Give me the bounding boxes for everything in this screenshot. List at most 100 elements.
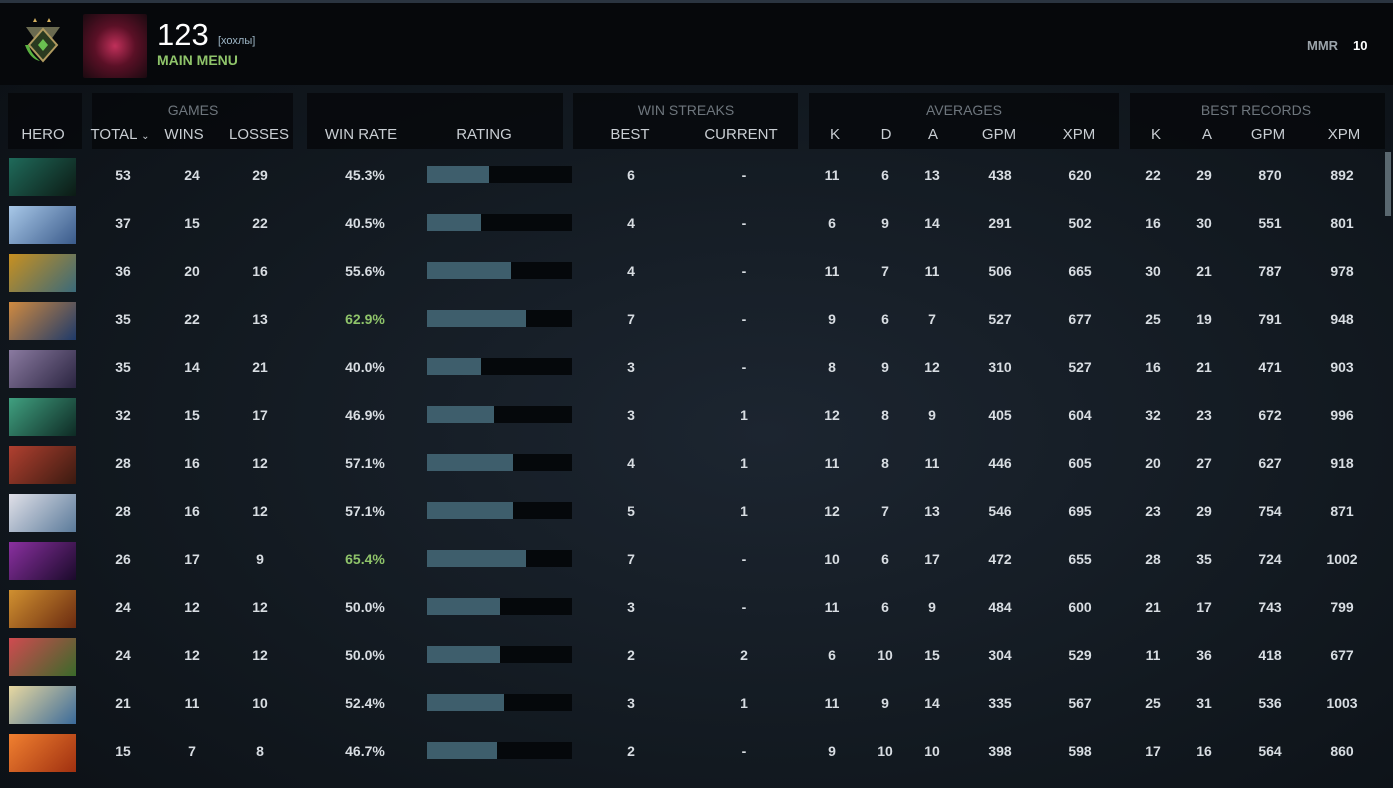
table-row[interactable]: 24 12 12 50.0% 3 - 11 6 9 484 600 21 17 743 799 (0, 584, 1380, 628)
hero-portrait-icon[interactable] (9, 542, 76, 580)
cell-current: 1 (740, 695, 748, 711)
cell-xpm: 677 (1068, 311, 1092, 327)
cell-ba: 35 (1196, 551, 1212, 567)
table-row[interactable]: 24 12 12 50.0% 2 2 6 10 15 304 529 11 36 418 677 (0, 632, 1380, 676)
col-wins[interactable]: WINS (164, 126, 204, 143)
col-avg-d[interactable]: D (880, 126, 892, 143)
col-best-streak[interactable]: BEST (610, 126, 650, 143)
table-row[interactable]: 32 15 17 46.9% 3 1 12 8 9 405 604 32 23 672 996 (0, 392, 1380, 436)
rating-bar (427, 310, 572, 327)
cell-ba: 16 (1196, 743, 1212, 759)
rating-bar (427, 262, 572, 279)
col-rating[interactable]: RATING (456, 126, 512, 143)
cell-wins: 15 (184, 215, 200, 231)
col-hero[interactable]: HERO (21, 126, 65, 143)
rating-bar-fill (427, 550, 526, 567)
rating-bar-fill (427, 454, 513, 471)
cell-a: 11 (924, 263, 940, 279)
cell-current: - (741, 743, 747, 759)
col-losses[interactable]: LOSSES (228, 126, 290, 143)
col-best-xpm[interactable]: XPM (1327, 126, 1361, 143)
col-total-label: TOTAL (90, 126, 137, 143)
cell-k: 11 (824, 599, 840, 615)
hero-portrait-icon[interactable] (9, 350, 76, 388)
scrollbar[interactable] (1385, 152, 1391, 216)
rating-bar-fill (427, 646, 500, 663)
cell-bxpm: 892 (1330, 167, 1354, 183)
cell-k: 12 (824, 503, 840, 519)
col-avg-gpm[interactable]: GPM (981, 126, 1017, 143)
cell-best: 3 (627, 359, 635, 375)
cell-bgpm: 754 (1258, 503, 1282, 519)
rating-bar-fill (427, 310, 526, 327)
table-row[interactable]: 28 16 12 57.1% 5 1 12 7 13 546 695 23 29 754 871 (0, 488, 1380, 532)
hero-portrait-icon[interactable] (9, 254, 76, 292)
col-win-rate[interactable]: WIN RATE (324, 126, 398, 143)
hero-portrait-icon[interactable] (9, 590, 76, 628)
cell-xpm: 529 (1068, 647, 1092, 663)
cell-total: 28 (115, 455, 131, 471)
hero-portrait-icon[interactable] (9, 302, 76, 340)
table-row[interactable]: 36 20 16 55.6% 4 - 11 7 11 506 665 30 21 787 978 (0, 248, 1380, 292)
hero-portrait-icon[interactable] (9, 158, 76, 196)
cell-bgpm: 724 (1258, 551, 1282, 567)
hero-portrait-icon[interactable] (9, 686, 76, 724)
table-row[interactable]: 28 16 12 57.1% 4 1 11 8 11 446 605 20 27 627 918 (0, 440, 1380, 484)
cell-bgpm: 743 (1258, 599, 1282, 615)
cell-a: 9 (928, 599, 936, 615)
col-avg-a[interactable]: A (927, 126, 939, 143)
col-avg-xpm[interactable]: XPM (1062, 126, 1096, 143)
table-row[interactable]: 21 11 10 52.4% 3 1 11 9 14 335 567 25 31 536 1003 (0, 680, 1380, 724)
cell-current: - (741, 263, 747, 279)
rating-bar-fill (427, 262, 512, 279)
table-row[interactable]: 35 14 21 40.0% 3 - 8 9 12 310 527 16 21 471 903 (0, 344, 1380, 388)
hero-portrait-icon[interactable] (9, 446, 76, 484)
cell-d: 9 (881, 359, 889, 375)
col-avg-k[interactable]: K (829, 126, 841, 143)
group-games: GAMES (167, 102, 219, 118)
player-avatar[interactable] (83, 14, 147, 78)
cell-ba: 21 (1196, 263, 1212, 279)
col-best-a[interactable]: A (1201, 126, 1213, 143)
table-row[interactable]: 53 24 29 45.3% 6 - 11 6 13 438 620 22 29 870 892 (0, 152, 1380, 196)
main-menu-link[interactable]: MAIN MENU (157, 52, 238, 68)
cell-k: 9 (828, 311, 836, 327)
winrate-header-panel (307, 93, 563, 149)
hero-portrait-icon[interactable] (9, 494, 76, 532)
cell-best: 3 (627, 599, 635, 615)
cell-xpm: 567 (1068, 695, 1092, 711)
cell-best: 7 (627, 551, 635, 567)
hero-portrait-icon[interactable] (9, 638, 76, 676)
cell-k: 9 (828, 743, 836, 759)
col-total[interactable]: TOTAL ⌄ (91, 126, 150, 143)
cell-bgpm: 551 (1258, 215, 1282, 231)
cell-win-rate: 40.0% (345, 359, 385, 375)
cell-bk: 17 (1145, 743, 1161, 759)
mmr-value: 10 (1353, 38, 1368, 53)
cell-win-rate: 55.6% (345, 263, 385, 279)
col-best-k[interactable]: K (1150, 126, 1162, 143)
cell-bgpm: 536 (1258, 695, 1282, 711)
table-row[interactable]: 26 17 9 65.4% 7 - 10 6 17 472 655 28 35 724 1002 (0, 536, 1380, 580)
rating-bar-fill (427, 694, 504, 711)
table-row[interactable]: 15 7 8 46.7% 2 - 9 10 10 398 598 17 16 564 860 (0, 728, 1380, 772)
rating-bar (427, 406, 572, 423)
hero-portrait-icon[interactable] (9, 398, 76, 436)
hero-portrait-icon[interactable] (9, 206, 76, 244)
col-best-gpm[interactable]: GPM (1250, 126, 1286, 143)
cell-bk: 11 (1145, 647, 1161, 663)
cell-losses: 16 (252, 263, 268, 279)
col-current-streak[interactable]: CURRENT (704, 126, 778, 143)
cell-bgpm: 471 (1258, 359, 1282, 375)
table-row[interactable]: 35 22 13 62.9% 7 - 9 6 7 527 677 25 19 791 948 (0, 296, 1380, 340)
table-row[interactable]: 37 15 22 40.5% 4 - 6 9 14 291 502 16 30 551 801 (0, 200, 1380, 244)
rating-bar-fill (427, 406, 494, 423)
cell-gpm: 527 (988, 311, 1012, 327)
cell-wins: 22 (184, 311, 200, 327)
hero-portrait-icon[interactable] (9, 734, 76, 772)
cell-xpm: 527 (1068, 359, 1092, 375)
cell-win-rate: 57.1% (345, 455, 385, 471)
cell-xpm: 604 (1068, 407, 1092, 423)
cell-k: 11 (824, 167, 840, 183)
cell-total: 36 (115, 263, 131, 279)
